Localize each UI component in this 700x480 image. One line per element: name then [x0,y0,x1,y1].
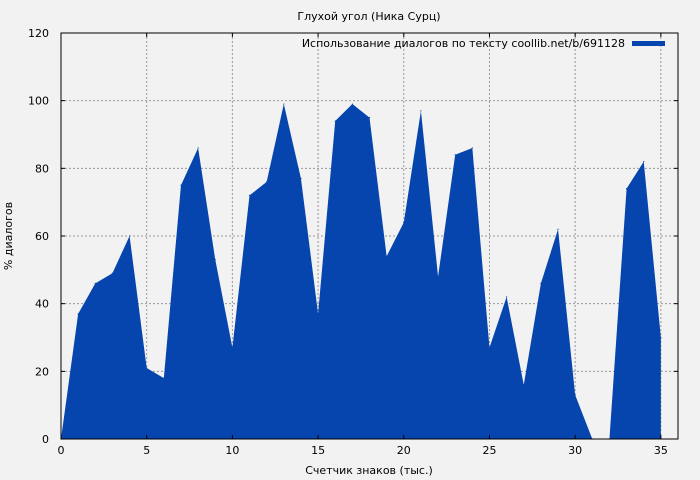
x-tick-label: 5 [143,444,150,457]
data-point [197,147,199,149]
data-point [437,276,439,278]
data-point [386,255,388,257]
y-axis: 0 20 40 60 80 100 120 [28,27,678,446]
chart-title: Глухой угол (Ника Сурц) [297,10,440,23]
data-point [471,147,473,149]
data-point [334,120,336,122]
data-point [231,347,233,349]
data-point [540,282,542,284]
data-point [300,177,302,180]
x-tick-label: 10 [225,444,239,457]
data-point [660,336,662,339]
data-point [557,228,559,230]
data-point [283,103,285,105]
data-point [420,110,422,112]
y-tick-label: 60 [35,230,49,243]
data-point [128,235,131,237]
legend: Использование диалогов по тексту coollib… [302,37,665,50]
data-point [403,221,405,224]
y-tick-label: 20 [35,365,49,378]
data-point [111,272,114,274]
data-point [506,296,508,298]
data-point [523,384,525,386]
data-point [317,313,319,315]
x-tick-label: 35 [654,444,668,457]
area-series [61,104,661,440]
data-point [368,116,371,119]
x-tick-label: 20 [397,444,411,457]
legend-label: Использование диалогов по тексту coollib… [302,37,625,50]
x-tick-label: 30 [568,444,582,457]
data-point [248,194,251,196]
x-axis: 0 5 10 15 20 25 30 35 [58,33,668,457]
data-point [574,394,576,396]
x-tick-label: 15 [311,444,325,457]
y-axis-title: % диалогов [2,202,15,270]
y-tick-label: 40 [35,298,49,311]
x-tick-label: 0 [58,444,65,457]
data-point [214,259,216,261]
data-point [454,154,456,156]
data-point [488,347,491,349]
y-tick-label: 120 [28,27,49,40]
data-point [77,313,79,315]
data-point [94,282,96,284]
x-axis-title: Счетчик знаков (тыс.) [305,464,433,477]
data-point [180,184,182,186]
y-tick-label: 80 [35,162,49,175]
x-tick-label: 25 [482,444,496,457]
data-point [351,103,353,105]
data-point [625,188,628,190]
data-point [643,160,645,163]
y-tick-label: 100 [28,95,49,108]
legend-swatch [632,41,665,46]
data-point [163,377,165,379]
y-tick-label: 0 [42,433,49,446]
data-point [266,181,268,183]
data-point [146,367,148,369]
